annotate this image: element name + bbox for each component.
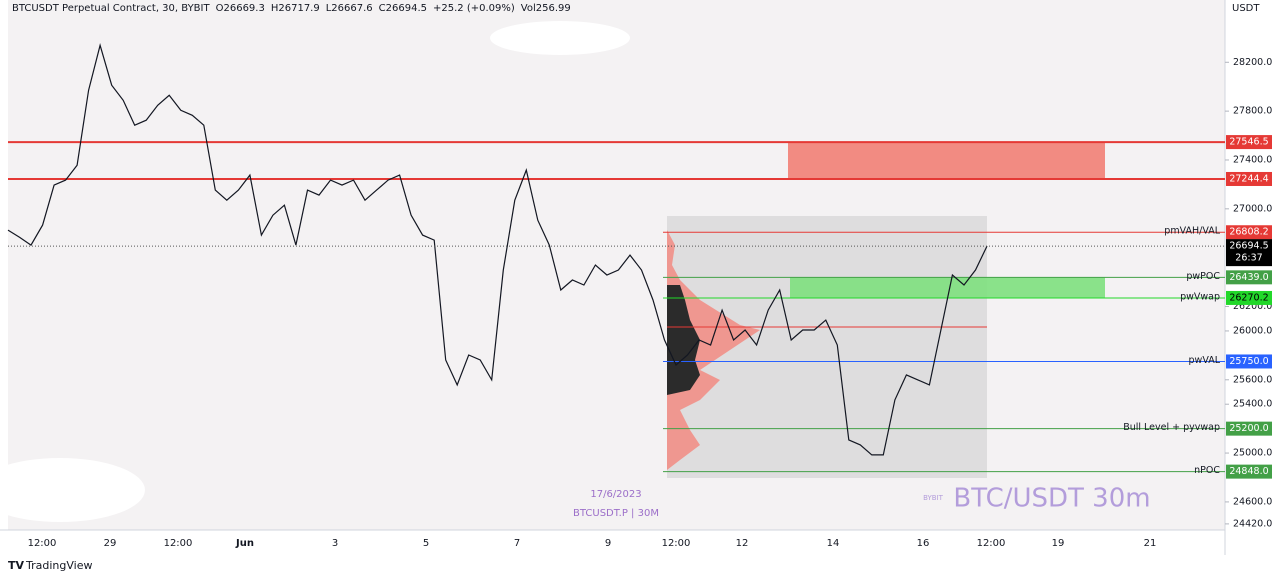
- y-tick-label: 25000.0: [1233, 448, 1272, 459]
- blur-patch: [0, 458, 145, 522]
- x-tick-label: 19: [1052, 538, 1065, 549]
- demand-zone: [790, 277, 1105, 298]
- y-axis-label: USDT: [1232, 3, 1260, 14]
- volume-profile: [667, 285, 700, 395]
- x-tick-label: 12: [736, 538, 749, 549]
- level-price-box: [1226, 135, 1272, 150]
- level-price-label: 25750.0: [1229, 356, 1268, 367]
- ticker-annotation: BTCUSDT.P | 30M: [573, 508, 659, 519]
- brand: TradingView: [25, 559, 92, 572]
- level-price-box: [1226, 171, 1272, 186]
- exchange-annotation: BYBIT: [923, 494, 944, 502]
- x-tick-label: Jun: [235, 538, 254, 549]
- x-tick-label: 9: [605, 538, 611, 549]
- level-price-box: [1226, 354, 1272, 369]
- level-name: pwVwap: [1180, 291, 1220, 302]
- high: H26717.9: [270, 3, 320, 14]
- x-tick-label: 3: [332, 538, 338, 549]
- y-tick-label: 24600.0: [1233, 496, 1272, 507]
- y-tick-label: 27000.0: [1233, 203, 1272, 214]
- symbol: BTCUSDT Perpetual Contract, 30, BYBIT: [12, 3, 210, 14]
- x-tick-label: 12:00: [28, 538, 57, 549]
- volume-profile: [667, 230, 760, 470]
- x-tick-label: 7: [514, 538, 520, 549]
- level-price-box: [1226, 225, 1272, 240]
- current-price-label: 26694.5: [1229, 241, 1268, 252]
- x-tick-label: 5: [423, 538, 429, 549]
- level-price-box: [1226, 270, 1272, 285]
- y-tick-label: 26000.0: [1233, 325, 1272, 336]
- level-price-box: [1226, 290, 1272, 305]
- y-tick-label: 24420.0: [1233, 518, 1272, 529]
- volume: Vol256.99: [520, 3, 571, 14]
- level-price-label: 26439.0: [1229, 272, 1268, 283]
- x-tick-label: 21: [1144, 538, 1157, 549]
- level-name: pmVAH/VAL: [1164, 226, 1220, 237]
- level-name: pwPOC: [1186, 271, 1220, 282]
- level-name: pwVAL: [1189, 355, 1221, 366]
- close: C26694.5: [378, 3, 427, 14]
- y-tick-label: 25400.0: [1233, 399, 1272, 410]
- x-tick-label: 14: [827, 538, 840, 549]
- change: +25.2 (+0.09%): [433, 3, 515, 14]
- level-price-box: [1226, 464, 1272, 479]
- x-tick-label: 29: [104, 538, 117, 549]
- watermark: BTC/USDT 30m: [953, 484, 1150, 514]
- x-tick-label: 12:00: [164, 538, 193, 549]
- level-price-label: 26808.2: [1229, 227, 1268, 238]
- plot-area: [8, 0, 1225, 530]
- level-price-label: 26270.2: [1229, 292, 1268, 303]
- x-tick-label: 16: [917, 538, 930, 549]
- supply-zone: [788, 142, 1105, 179]
- level-price-label: 27546.5: [1229, 137, 1268, 148]
- level-price-label: 24848.0: [1229, 466, 1268, 477]
- y-tick-label: 27800.0: [1233, 106, 1272, 117]
- level-price-label: 25200.0: [1229, 423, 1268, 434]
- level-name: nPOC: [1194, 465, 1220, 476]
- x-tick-label: 12:00: [977, 538, 1006, 549]
- y-tick-label: 26200.0: [1233, 301, 1272, 312]
- header: BTCUSDT Perpetual Contract, 30, BYBIT O26…: [12, 3, 577, 14]
- level-price-label: 27244.4: [1229, 173, 1268, 184]
- level-name: Bull Level + pyvwap: [1123, 422, 1220, 433]
- date-annotation: 17/6/2023: [590, 489, 641, 500]
- current-price-box: [1226, 239, 1272, 267]
- open: O26669.3: [215, 3, 265, 14]
- price-line: [7, 43, 988, 456]
- low: L26667.6: [325, 3, 373, 14]
- y-tick-label: 27400.0: [1233, 154, 1272, 165]
- blur-patch: [490, 21, 630, 55]
- level-price-box: [1226, 421, 1272, 436]
- y-tick-label: 25600.0: [1233, 374, 1272, 385]
- x-tick-label: 12:00: [662, 538, 691, 549]
- countdown: 26:37: [1235, 253, 1262, 264]
- brand-logo: TV: [8, 559, 25, 572]
- y-tick-label: 28200.0: [1233, 57, 1272, 68]
